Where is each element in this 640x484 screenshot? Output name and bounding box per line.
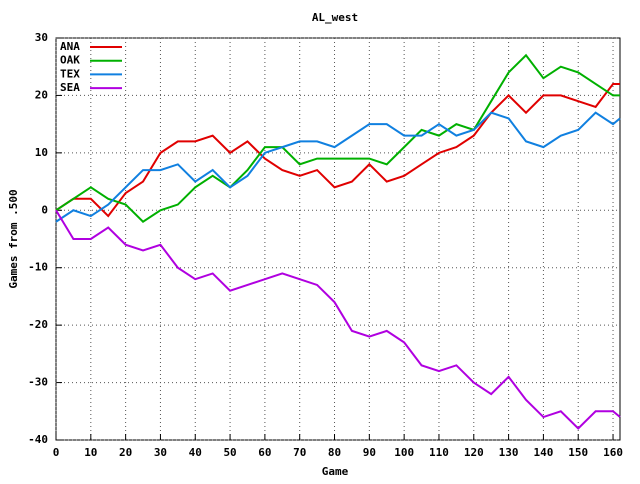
y-tick-label: 10 xyxy=(35,146,48,159)
series-line xyxy=(55,82,620,218)
x-tick-label: 100 xyxy=(394,446,414,459)
y-tick-label: 0 xyxy=(41,203,48,216)
x-tick-label: 0 xyxy=(53,446,60,459)
y-tick-label: 20 xyxy=(35,88,48,101)
series-line xyxy=(55,53,620,224)
x-tick-label: 110 xyxy=(429,446,449,459)
x-tick-label: 60 xyxy=(258,446,271,459)
legend-label: OAK xyxy=(60,54,80,67)
x-tick-label: 70 xyxy=(293,446,306,459)
y-tick-label: -20 xyxy=(28,318,48,331)
x-tick-label: 120 xyxy=(464,446,484,459)
series-line xyxy=(55,209,621,430)
x-tick-label: 140 xyxy=(533,446,553,459)
y-tick-label: 30 xyxy=(35,31,48,44)
legend-label: TEX xyxy=(60,67,80,80)
y-tick-label: -40 xyxy=(28,433,48,446)
x-axis-label: Game xyxy=(322,465,349,478)
x-tick-label: 20 xyxy=(119,446,132,459)
y-axis-label: Games from .500 xyxy=(7,189,20,288)
y-tick-label: -10 xyxy=(28,261,48,274)
legend-label: SEA xyxy=(60,81,80,94)
x-tick-label: 150 xyxy=(568,446,588,459)
x-tick-label: 160 xyxy=(603,446,623,459)
x-tick-label: 130 xyxy=(499,446,519,459)
x-tick-label: 30 xyxy=(154,446,167,459)
x-tick-label: 50 xyxy=(223,446,236,459)
chart-title: AL_west xyxy=(312,11,358,24)
x-tick-label: 90 xyxy=(363,446,376,459)
y-tick-label: -30 xyxy=(28,376,48,389)
x-tick-label: 80 xyxy=(328,446,341,459)
plot-frame xyxy=(55,37,621,441)
legend-label: ANA xyxy=(60,40,80,53)
x-tick-label: 40 xyxy=(189,446,202,459)
series-line xyxy=(55,111,621,223)
x-tick-label: 10 xyxy=(84,446,97,459)
